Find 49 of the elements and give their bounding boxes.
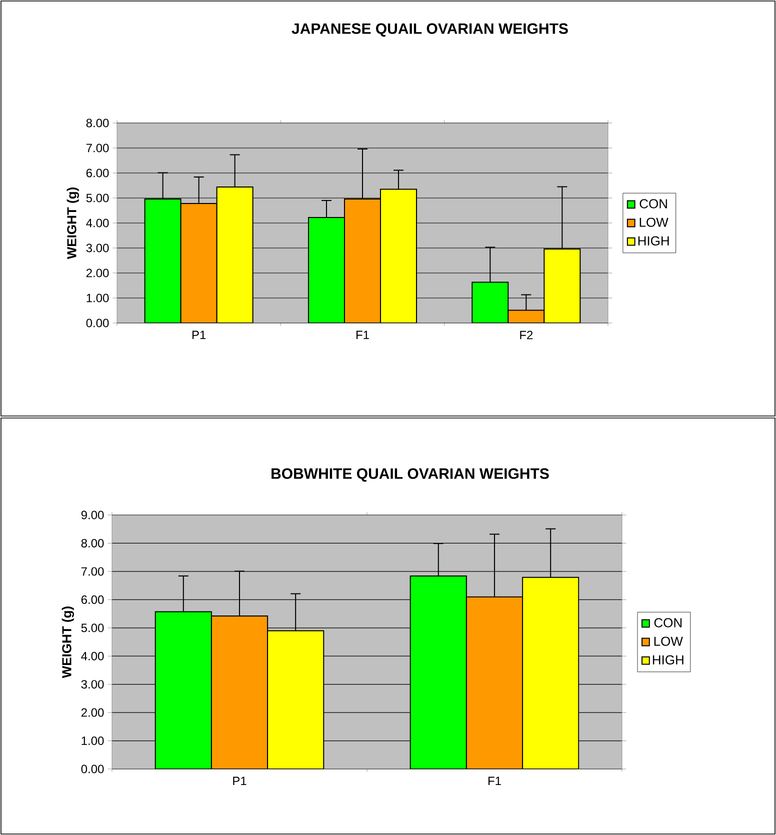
y-tick-label: 4.00	[81, 652, 104, 660]
bar	[267, 630, 324, 769]
bar	[544, 248, 581, 323]
x-tick-label: F2	[520, 330, 533, 340]
x-tick-label: F1	[356, 330, 369, 340]
y-tick-label: 5.00	[86, 194, 109, 202]
y-tick-label: 6.00	[81, 595, 104, 604]
y-tick-label: 4.00	[86, 218, 109, 228]
bar	[410, 575, 467, 769]
y-tick-label: 6.00	[86, 168, 109, 178]
chart-title: JAPANESE QUAIL OVARIAN WEIGHTS	[292, 23, 568, 37]
y-tick-label: 1.00	[86, 294, 109, 302]
bar	[466, 596, 524, 769]
legend-label: CON	[654, 618, 682, 628]
legend-label: LOW	[640, 218, 668, 227]
bar	[216, 186, 254, 323]
bar	[180, 202, 218, 323]
chart-title: BOBWHITE QUAIL OVARIAN WEIGHTS	[272, 468, 549, 482]
y-tick-label: 7.00	[81, 567, 104, 576]
bar	[472, 282, 509, 323]
bar	[308, 216, 345, 323]
y-tick-label: 0.00	[86, 318, 109, 328]
bar	[144, 198, 182, 323]
legend-label: LOW	[654, 636, 683, 646]
y-axis-title: WEIGHT (g)	[62, 606, 74, 678]
y-tick-label: 2.00	[86, 268, 109, 278]
y-tick-label: 1.00	[82, 736, 104, 746]
bar	[154, 611, 212, 769]
y-tick-label: 5.00	[81, 624, 104, 632]
y-tick-label: 2.00	[81, 708, 104, 717]
legend-label: HIGH	[638, 236, 669, 246]
y-tick-label: 3.00	[86, 244, 109, 252]
bar	[522, 576, 580, 769]
x-tick-label: P1	[233, 776, 246, 786]
y-tick-label: 7.00	[86, 144, 109, 152]
y-tick-label: 8.00	[86, 118, 109, 128]
x-tick-label: P1	[192, 330, 206, 340]
legend-label: HIGH	[652, 655, 684, 664]
legend-label: CON	[640, 199, 667, 208]
x-tick-label: F1	[488, 776, 501, 786]
bar	[344, 198, 381, 323]
y-tick-label: 9.00	[81, 510, 104, 520]
y-tick-label: 3.00	[81, 680, 104, 689]
bar	[210, 616, 268, 769]
bar	[380, 188, 418, 323]
y-axis-title: WEIGHT (g)	[66, 188, 79, 260]
y-tick-label: 0.00	[81, 764, 104, 774]
bar	[508, 310, 545, 323]
y-tick-label: 8.00	[81, 538, 104, 548]
